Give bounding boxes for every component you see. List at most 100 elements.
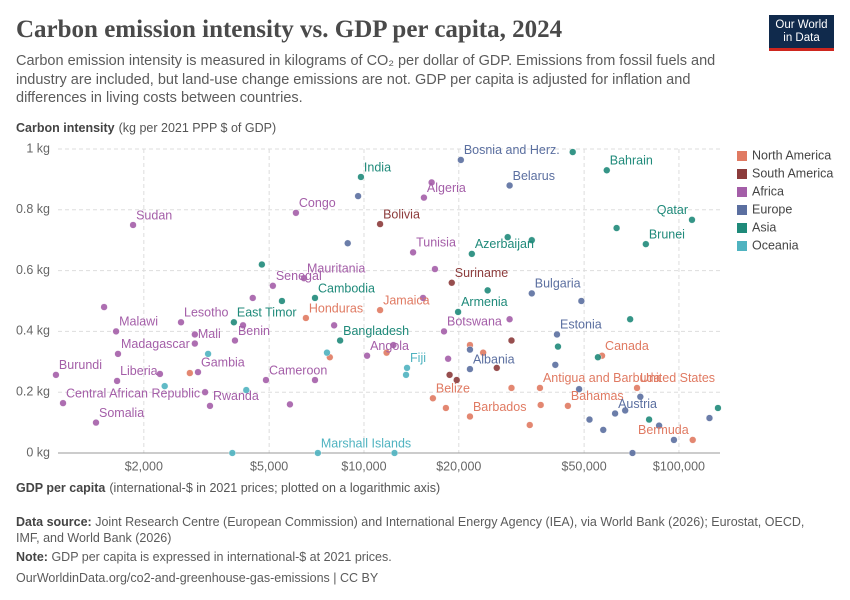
point (376, 220, 384, 228)
point (670, 436, 678, 444)
point (442, 404, 450, 412)
point (636, 393, 644, 401)
chart-subtitle: Carbon emission intensity is measured in… (16, 53, 716, 106)
point (191, 339, 199, 348)
footer: Data source: Joint Research Centre (Euro… (16, 514, 816, 586)
point (603, 166, 611, 174)
point-label: Angola (370, 339, 409, 353)
source-label: Data source: (16, 515, 92, 529)
legend-label: Asia (752, 220, 776, 234)
point (177, 318, 185, 326)
point (403, 364, 411, 372)
y-tick-label: 1 kg (26, 141, 50, 155)
point-label: Cameroon (269, 363, 327, 377)
point-label: Antigua and Barbuda (543, 371, 661, 385)
point (444, 355, 452, 363)
point (52, 371, 60, 379)
point (302, 314, 310, 322)
point-label: Congo (299, 196, 336, 210)
point (357, 173, 365, 181)
point-label: Rwanda (213, 389, 259, 403)
point-label: Bangladesh (343, 324, 409, 338)
point (689, 436, 697, 444)
point (194, 368, 202, 376)
point-label: Fiji (410, 351, 426, 365)
x-axis-title: GDP per capita (16, 481, 106, 495)
y-tick-label: 0 kg (26, 445, 50, 459)
point (278, 297, 286, 305)
point-label: Sudan (136, 208, 172, 222)
x-tick-label: $50,000 (562, 459, 607, 473)
point-label: Algeria (427, 181, 466, 195)
point (594, 353, 602, 361)
point (286, 400, 294, 408)
point (311, 294, 319, 302)
legend-swatch (737, 241, 747, 251)
point (507, 384, 516, 392)
y-axis-title: Carbon intensity (16, 121, 115, 135)
point-label: Suriname (455, 266, 509, 280)
point (409, 248, 417, 256)
point (621, 406, 629, 415)
point-label: United States (640, 371, 715, 385)
point (440, 327, 448, 336)
point (92, 419, 100, 427)
point-label: Honduras (309, 301, 363, 315)
point (156, 370, 164, 378)
point (454, 308, 462, 316)
point-label: Lesotho (184, 306, 229, 320)
point-label: Jamaica (383, 293, 430, 307)
point (258, 260, 266, 269)
point (376, 306, 384, 314)
point (242, 386, 250, 394)
point (628, 449, 637, 457)
point (100, 303, 108, 311)
point (506, 315, 514, 323)
legend-swatch (737, 151, 747, 161)
point (344, 239, 352, 247)
note-label: Note: (16, 550, 48, 564)
point (466, 365, 474, 373)
point (714, 404, 722, 412)
point (300, 274, 308, 282)
point (642, 240, 650, 248)
point-label: Barbados (473, 400, 527, 414)
note: Note: GDP per capita is expressed in int… (16, 549, 816, 565)
y-tick-label: 0.2 kg (16, 384, 50, 398)
point (239, 321, 247, 329)
point (311, 376, 319, 384)
point-label: Bahrain (610, 154, 653, 168)
point (537, 401, 545, 409)
point-label: Belize (436, 382, 470, 396)
point (484, 286, 492, 294)
logo-line: Our World (775, 19, 828, 31)
point (466, 412, 474, 421)
logo: Our World in Data (769, 15, 834, 51)
point (705, 414, 714, 422)
point (231, 336, 239, 345)
y-axis-label: Carbon intensity (kg per 2021 PPP $ of GD… (16, 121, 276, 135)
legend-label: North America (752, 148, 831, 162)
source-text: Joint Research Centre (European Commissi… (16, 515, 805, 545)
point (191, 330, 199, 339)
x-axis-unit: (international-$ in 2021 prices; plotted… (109, 481, 440, 495)
point (688, 216, 696, 224)
url: OurWorldinData.org/co2-and-greenhouse-ga… (16, 571, 379, 585)
point-label: Cambodia (318, 281, 375, 295)
point (506, 181, 514, 190)
y-tick-label: 0.8 kg (16, 202, 50, 216)
legend-label: Africa (752, 184, 784, 198)
point (383, 349, 391, 357)
point-label: Senegal (276, 269, 322, 283)
point (431, 265, 439, 273)
point (528, 289, 536, 298)
point-label: Armenia (461, 295, 508, 309)
point (493, 364, 501, 372)
point (330, 321, 338, 329)
point (655, 422, 663, 430)
point (389, 341, 397, 349)
point (228, 449, 236, 457)
point (526, 421, 534, 429)
y-tick-label: 0.6 kg (16, 263, 50, 277)
